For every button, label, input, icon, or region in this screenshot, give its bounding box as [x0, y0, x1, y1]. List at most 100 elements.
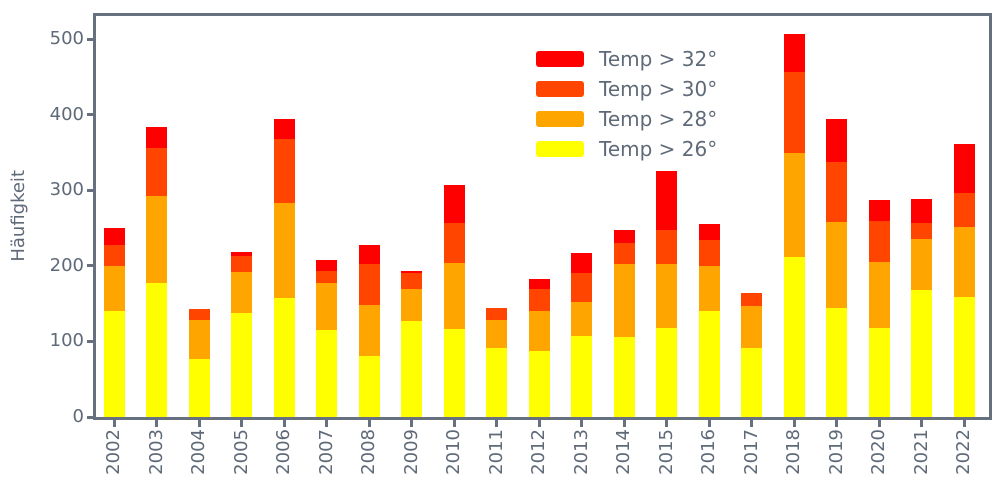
bars-layer [96, 16, 989, 417]
y-tick-mark [87, 188, 94, 192]
bar-segment-2021 [911, 290, 932, 417]
x-tick-mark [622, 420, 626, 427]
bar-segment-2015 [656, 327, 677, 417]
bar-segment-2010 [443, 262, 465, 330]
x-tick-label: 2009 [400, 429, 422, 475]
bar-segment-2018 [783, 71, 805, 154]
bar-segment-2021 [911, 198, 932, 223]
x-tick-label: 2006 [273, 429, 294, 475]
x-tick-label: 2022 [953, 429, 974, 475]
x-tick-label: 2014 [613, 429, 634, 475]
bar-segment-2018 [783, 34, 805, 72]
x-tick-label: 2008 [358, 429, 379, 475]
y-tick-label: 500 [49, 28, 84, 50]
bar-segment-2013 [571, 253, 592, 273]
bar-segment-2009 [401, 321, 422, 417]
bar-segment-2012 [528, 351, 550, 417]
x-tick-label: 2019 [825, 429, 847, 475]
x-tick-label: 2003 [145, 429, 167, 475]
bar-segment-2011 [486, 320, 507, 348]
x-tick-mark [410, 420, 413, 427]
bar-segment-2016 [698, 311, 720, 417]
x-tick-mark [495, 420, 498, 427]
legend-swatch [536, 111, 584, 127]
bar-segment-2003 [146, 283, 167, 417]
y-tick-label: 100 [49, 330, 84, 352]
y-tick-mark [87, 37, 94, 41]
x-tick-label: 2011 [485, 429, 507, 475]
x-tick-label: 2018 [783, 429, 804, 475]
x-tick-mark [580, 420, 583, 427]
bar-segment-2013 [571, 272, 592, 303]
y-tick-label: 0 [72, 406, 84, 427]
bar-segment-2019 [826, 161, 847, 223]
legend-item: Temp > 26° [536, 137, 717, 161]
bar-segment-2007 [316, 330, 337, 417]
bar-segment-2002 [103, 265, 125, 312]
legend-swatch [536, 141, 584, 157]
x-tick-label: 2005 [230, 429, 252, 475]
bar-segment-2004 [188, 319, 210, 359]
y-tick-mark [87, 339, 94, 343]
bar-segment-2017 [741, 347, 762, 417]
x-tick-mark [962, 420, 966, 427]
x-tick-mark [367, 420, 371, 427]
bar-segment-2022 [953, 143, 975, 193]
x-tick-label: 2016 [698, 429, 719, 475]
bar-segment-2015 [656, 170, 677, 230]
bar-segment-2020 [868, 327, 890, 417]
bar-segment-2014 [613, 242, 635, 265]
bar-segment-2009 [401, 289, 422, 322]
bar-segment-2003 [146, 195, 167, 284]
bar-segment-2005 [231, 272, 252, 313]
y-tick-mark [87, 264, 94, 268]
x-tick-label: 2020 [868, 429, 889, 475]
bar-segment-2017 [741, 293, 762, 306]
bar-segment-2014 [613, 264, 635, 337]
bar-segment-2008 [358, 264, 380, 306]
legend-swatch [536, 81, 584, 97]
bar-segment-2005 [231, 312, 252, 417]
bar-segment-2019 [826, 222, 847, 309]
x-tick-mark [920, 420, 923, 427]
bar-segment-2021 [911, 238, 932, 291]
bar-segment-2016 [698, 224, 720, 241]
x-tick-mark [197, 420, 201, 427]
x-tick-label: 2021 [910, 429, 932, 475]
legend-item: Temp > 32° [536, 47, 717, 71]
bar-segment-2017 [741, 306, 762, 348]
bar-segment-2016 [698, 240, 720, 266]
bar-segment-2011 [486, 308, 507, 321]
x-tick-mark [877, 420, 881, 427]
x-tick-label: 2007 [315, 429, 337, 475]
bar-segment-2020 [868, 200, 890, 222]
bar-segment-2008 [358, 355, 380, 417]
bar-segment-2007 [316, 259, 337, 272]
bar-segment-2007 [316, 271, 337, 283]
bar-segment-2011 [486, 347, 507, 417]
bar-segment-2018 [783, 256, 805, 417]
bar-segment-2019 [826, 118, 847, 162]
legend: Temp > 32° Temp > 30° Temp > 28° Temp > 26° [536, 47, 718, 161]
bar-segment-2014 [613, 229, 635, 243]
bar-segment-2004 [188, 358, 210, 417]
bar-segment-2002 [103, 228, 125, 245]
bar-segment-2002 [103, 311, 125, 417]
bar-segment-2006 [273, 203, 295, 299]
bar-segment-2003 [146, 148, 167, 196]
bar-segment-2022 [953, 296, 975, 417]
legend-label: Temp > 28° [599, 107, 718, 131]
bar-segment-2019 [826, 308, 847, 417]
bar-segment-2009 [401, 270, 422, 273]
bar-segment-2003 [146, 127, 167, 149]
x-tick-mark [240, 420, 243, 427]
bar-segment-2020 [868, 262, 890, 328]
x-tick-mark [537, 420, 541, 427]
bar-segment-2015 [656, 229, 677, 265]
bar-segment-2007 [316, 282, 337, 331]
bar-segment-2013 [571, 302, 592, 337]
bar-segment-2005 [231, 256, 252, 273]
bar-segment-2005 [231, 251, 252, 257]
bar-segment-2006 [273, 298, 295, 417]
